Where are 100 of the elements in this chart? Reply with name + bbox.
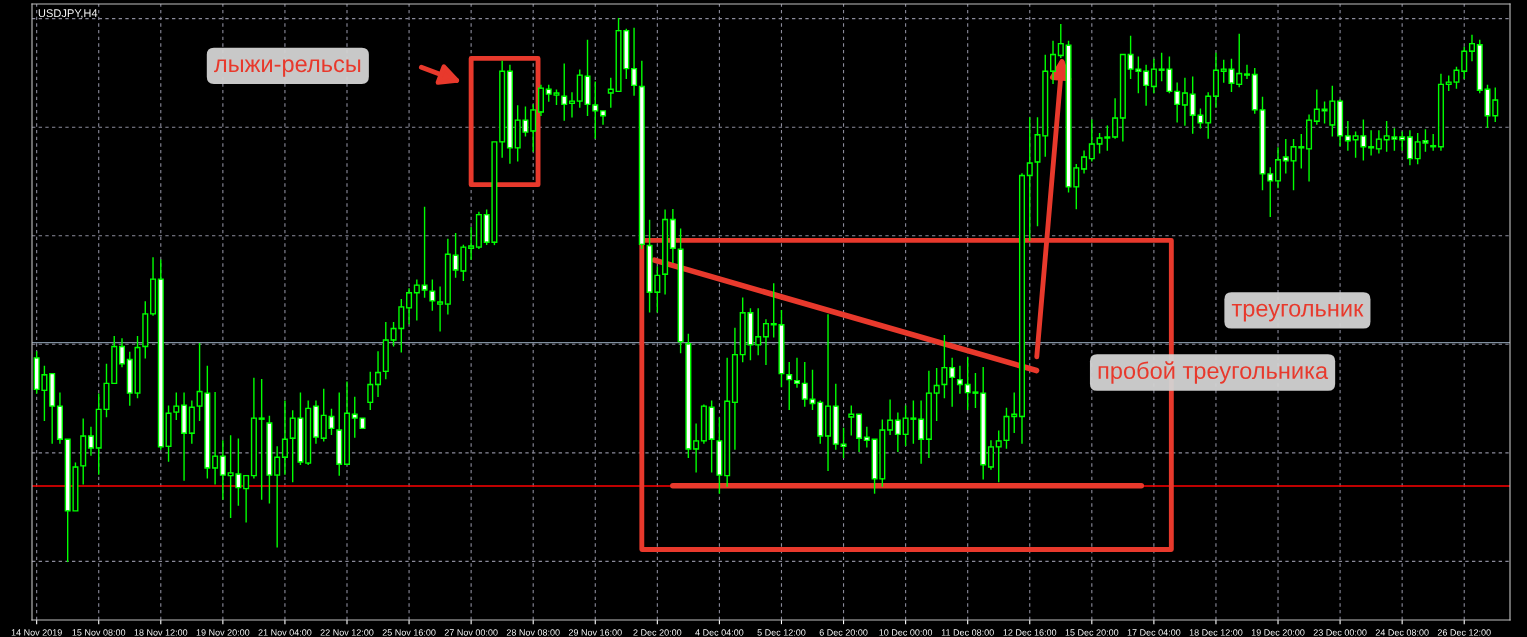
candlestick <box>894 412 901 452</box>
candlestick <box>848 405 855 436</box>
x-tick-label: 6 Dec 20:00 <box>819 629 868 636</box>
candlestick <box>250 377 257 479</box>
candlestick <box>1112 98 1119 138</box>
x-tick-label: 10 Dec 00:00 <box>879 629 933 636</box>
candlestick <box>933 368 940 421</box>
candlestick <box>863 426 870 448</box>
candlestick <box>1236 33 1243 88</box>
candlestick <box>188 400 195 444</box>
candlestick <box>724 357 731 487</box>
x-tick-label: 19 Nov 20:00 <box>196 629 250 636</box>
candlestick <box>1274 147 1282 189</box>
candlestick <box>343 381 351 465</box>
candlestick <box>662 209 669 295</box>
candlestick <box>312 400 319 444</box>
candlestick <box>1018 173 1026 444</box>
candlestick <box>173 392 180 420</box>
candlestick <box>406 288 413 325</box>
candlestick <box>336 392 343 476</box>
candlestick <box>274 446 281 548</box>
x-tick-label: 19 Dec 20:00 <box>1251 629 1305 636</box>
candlestick <box>181 392 188 481</box>
candlestick <box>918 400 925 464</box>
candlestick <box>825 314 832 471</box>
x-tick-label: 21 Nov 04:00 <box>258 629 312 636</box>
candlestick <box>638 60 645 249</box>
candlestick <box>1406 130 1413 166</box>
candlestick <box>987 440 994 470</box>
x-tick-label: 15 Dec 20:00 <box>1065 629 1119 636</box>
candlestick <box>1468 34 1476 62</box>
candlestick <box>832 383 839 450</box>
candlestick <box>266 415 273 504</box>
candlestick <box>1437 73 1444 151</box>
x-tick-label: 29 Nov 16:00 <box>568 629 622 636</box>
x-tick-label: 18 Nov 12:00 <box>134 629 188 636</box>
candlestick <box>142 301 149 359</box>
candlestick <box>700 405 707 444</box>
chart-title: USDJPY,H4 <box>38 9 98 19</box>
x-tick-label: 26 Dec 12:00 <box>1437 629 1491 636</box>
x-tick-label: 4 Dec 04:00 <box>695 629 744 636</box>
candlestick <box>1181 77 1188 126</box>
x-tick-label: 18 Dec 12:00 <box>1189 629 1243 636</box>
candlestick <box>444 238 451 315</box>
candlestick <box>716 417 723 494</box>
annotation: лыжи-рельсы <box>214 59 361 77</box>
annotation: пробой треугольника <box>1098 361 1329 384</box>
x-tick-label: 28 Nov 08:00 <box>506 629 560 636</box>
candlestick <box>856 413 863 452</box>
candlestick <box>1282 138 1289 174</box>
candlestick <box>1212 52 1219 108</box>
candlestick <box>755 308 762 356</box>
x-tick-label: 25 Nov 16:00 <box>382 629 436 636</box>
candlestick <box>980 366 987 480</box>
candlestick <box>150 257 157 315</box>
x-tick-label: 15 Nov 08:00 <box>72 629 126 636</box>
x-tick-label: 14 Nov 2019 <box>11 629 62 636</box>
x-tick-label: 17 Dec 04:00 <box>1127 629 1181 636</box>
candlestick <box>1119 53 1126 142</box>
candlestick <box>382 321 389 380</box>
x-tick-label: 24 Dec 08:00 <box>1375 629 1429 636</box>
candlestick <box>87 426 94 456</box>
candlestick <box>212 391 219 485</box>
candlestick <box>157 259 164 450</box>
candlestick <box>1368 130 1375 156</box>
candlestick <box>1057 23 1064 58</box>
candlestick <box>1243 64 1251 80</box>
candlestick <box>530 104 537 152</box>
candlestick <box>731 327 738 450</box>
x-tick-label: 11 Dec 08:00 <box>941 629 994 636</box>
candlestick <box>243 474 250 523</box>
candlestick <box>118 338 126 368</box>
candlestick <box>375 351 382 398</box>
candlestick <box>367 371 374 411</box>
candlestick <box>165 405 172 462</box>
candlestick <box>631 27 638 96</box>
candlestick <box>475 211 482 248</box>
candlestick <box>80 418 87 485</box>
candlestick <box>925 370 932 458</box>
candlestick <box>840 427 847 458</box>
candlestick <box>413 279 420 321</box>
candlestick <box>49 372 56 444</box>
candlestick <box>786 362 793 411</box>
candlestick <box>499 60 506 158</box>
candlestick <box>56 392 63 444</box>
candlestick <box>506 64 513 164</box>
candlestick <box>1174 82 1181 123</box>
candlestick <box>887 399 894 436</box>
candlestick <box>1088 119 1095 162</box>
candlestick <box>305 400 312 464</box>
x-tick-label: 22 Nov 12:00 <box>320 629 374 636</box>
candlestick <box>1337 100 1344 147</box>
annotation: треугольник <box>1231 303 1364 322</box>
candlestick <box>537 84 544 116</box>
candlestick <box>693 423 700 473</box>
candlestick <box>1143 64 1150 106</box>
candlestick <box>281 400 288 475</box>
candlestick <box>258 378 265 500</box>
candlestick <box>762 319 769 366</box>
candlestick <box>1050 40 1057 84</box>
